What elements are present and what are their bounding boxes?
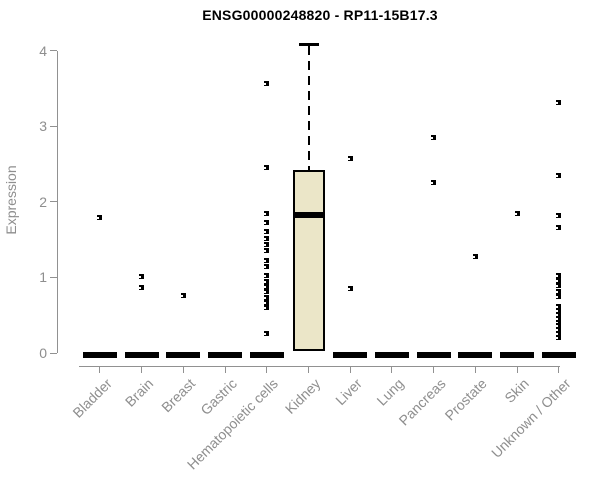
data-point [139, 274, 145, 280]
box-iqr [292, 170, 325, 352]
data-point [431, 179, 437, 185]
data-point [556, 308, 562, 314]
data-point [264, 241, 270, 247]
x-tick [99, 366, 101, 373]
data-point [556, 330, 562, 336]
x-axis-label: Brain [121, 375, 157, 410]
x-axis-label: Breast [158, 375, 198, 416]
data-point [180, 293, 186, 299]
data-point [264, 80, 270, 86]
x-axis-label: Skin [501, 375, 532, 406]
y-tick [50, 50, 57, 52]
x-axis-label: Prostate [441, 375, 490, 424]
data-point [264, 247, 270, 253]
data-point [264, 299, 270, 305]
data-point [264, 219, 270, 225]
data-point [556, 311, 562, 317]
x-axis-label: Kidney [281, 375, 324, 417]
data-point [264, 330, 270, 336]
zero-median-bar [500, 352, 535, 358]
data-point [139, 284, 145, 290]
data-point [556, 327, 562, 333]
x-tick [182, 366, 184, 373]
data-point [556, 293, 562, 299]
data-point [97, 215, 103, 221]
chart-title: ENSG00000248820 - RP11-15B17.3 [202, 7, 438, 23]
y-tick [50, 276, 57, 278]
zero-median-bar [458, 352, 493, 358]
zero-median-bar [249, 352, 284, 358]
zero-median-bar [416, 352, 451, 358]
median-line [292, 212, 325, 219]
data-point [556, 277, 562, 283]
data-point [556, 288, 562, 294]
whisker-cap [298, 43, 319, 47]
x-tick [433, 366, 435, 373]
x-tick [266, 366, 268, 373]
data-point [347, 156, 353, 162]
data-point [556, 323, 562, 329]
zero-median-bar [541, 352, 576, 358]
data-point [264, 257, 270, 263]
zero-median-bar [124, 352, 159, 358]
data-point [556, 334, 562, 340]
data-point [264, 165, 270, 171]
data-point [556, 100, 562, 106]
zero-median-bar [374, 352, 409, 358]
x-axis-label: Liver [332, 375, 365, 409]
x-tick [349, 366, 351, 373]
data-point [556, 225, 562, 230]
data-point [264, 263, 270, 269]
x-tick [391, 366, 393, 373]
x-axis-label: Lung [373, 375, 407, 409]
zero-median-bar [166, 352, 201, 358]
data-point [264, 278, 270, 284]
y-axis-line [57, 50, 58, 353]
y-tick-label: 3 [39, 118, 47, 135]
x-axis-label: Unknown / Other [487, 375, 574, 461]
data-point [264, 235, 270, 241]
data-point [264, 283, 270, 289]
data-point [264, 210, 270, 216]
x-axis-label: Bladder [69, 375, 115, 421]
y-tick-label: 0 [39, 345, 47, 361]
x-tick [516, 366, 518, 373]
data-point [347, 286, 353, 292]
x-tick [308, 366, 309, 373]
x-tick [558, 366, 560, 373]
x-tick [474, 366, 476, 373]
data-point [556, 212, 562, 218]
y-tick [50, 201, 57, 203]
whisker-line [307, 46, 310, 171]
data-point [556, 315, 562, 321]
y-tick-label: 1 [39, 269, 47, 286]
x-axis-line [79, 366, 560, 367]
data-point [556, 272, 562, 278]
data-point [264, 294, 270, 300]
data-point [472, 253, 478, 259]
data-point [264, 273, 270, 279]
data-point [556, 283, 562, 289]
data-point [264, 305, 270, 311]
x-tick [141, 366, 143, 373]
data-point [264, 228, 270, 234]
y-axis-title: Expression [3, 165, 19, 235]
data-point [431, 135, 437, 141]
data-point [556, 304, 562, 310]
zero-median-bar [333, 352, 368, 358]
data-point [264, 289, 270, 295]
zero-median-bar [82, 352, 117, 358]
y-tick [50, 352, 57, 354]
data-point [514, 210, 520, 216]
data-point [556, 319, 562, 325]
data-point [556, 172, 562, 178]
y-tick-label: 4 [39, 42, 47, 59]
x-tick [224, 366, 226, 373]
y-tick-label: 2 [39, 193, 47, 210]
zero-median-bar [208, 352, 243, 358]
y-tick [50, 125, 57, 127]
